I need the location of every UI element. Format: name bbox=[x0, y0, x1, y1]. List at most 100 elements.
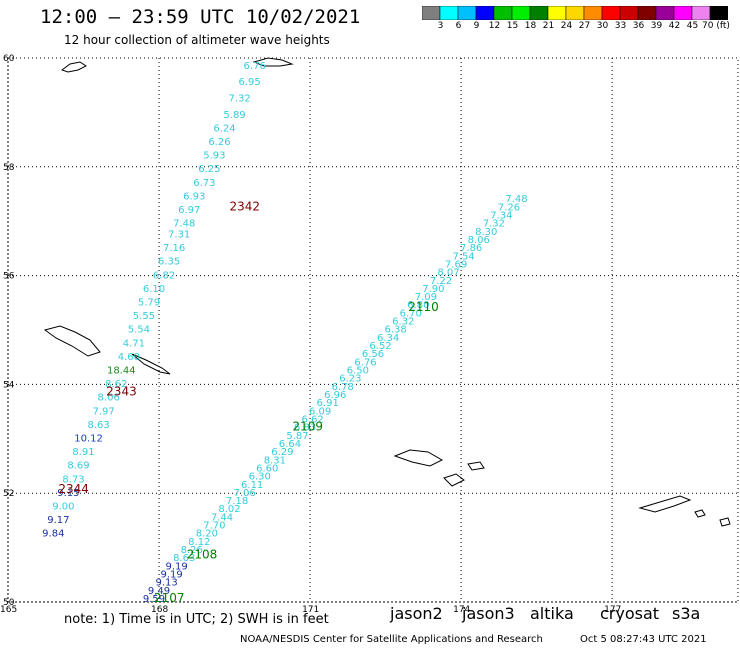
color-scale-label: 6 bbox=[455, 21, 462, 31]
wave-height-label: 7.32 bbox=[228, 94, 250, 105]
wave-height-label: 6.80 bbox=[407, 300, 429, 311]
coastline bbox=[467, 461, 485, 471]
wave-height-label: 6.29 bbox=[271, 447, 293, 458]
wave-height-label: 5.87 bbox=[286, 431, 308, 442]
wave-height-label: 8.91 bbox=[72, 447, 94, 458]
wave-height-label: 6.73 bbox=[193, 178, 215, 189]
wave-height-label: 6.35 bbox=[158, 257, 180, 268]
longitude-tick-label: 174 bbox=[453, 605, 470, 615]
wave-height-label: 4.60 bbox=[118, 352, 140, 363]
time-label: 2108 bbox=[187, 547, 218, 561]
color-scale-label: 39 bbox=[650, 21, 663, 31]
wave-height-label: 9.17 bbox=[47, 515, 69, 526]
longitude-tick-label: 177 bbox=[604, 605, 621, 615]
wave-height-label: 6.50 bbox=[347, 366, 369, 377]
wave-height-label: 6.52 bbox=[369, 341, 391, 352]
page-title: 12:00 – 23:59 UTC 10/02/2021 bbox=[40, 6, 361, 28]
wave-height-label: 8.06 bbox=[468, 235, 490, 246]
latitude-tick-label: 60 bbox=[3, 54, 15, 64]
latitude-tick-label: 52 bbox=[3, 489, 14, 499]
wave-height-label: 8.07 bbox=[437, 268, 459, 279]
wave-height-label: 6.38 bbox=[385, 325, 407, 336]
wave-height-label: 7.18 bbox=[226, 496, 248, 507]
wave-height-label: 8.31 bbox=[264, 455, 286, 466]
wave-height-label: 9.00 bbox=[52, 502, 74, 513]
color-scale-label: 18 bbox=[524, 21, 537, 31]
color-scale-label: 3 bbox=[437, 21, 444, 31]
color-scale-label: 42 bbox=[668, 21, 681, 31]
color-scale-label: 21 bbox=[542, 21, 555, 31]
longitude-tick-label: 165 bbox=[0, 605, 17, 615]
legend-altika: altika bbox=[530, 604, 574, 623]
wave-height-label: 7.16 bbox=[163, 243, 185, 254]
wave-height-label: 9.84 bbox=[42, 529, 64, 540]
wave-height-label: 6.09 bbox=[309, 406, 331, 417]
wave-height-label: 6.32 bbox=[392, 317, 414, 328]
wave-height-label: 7.48 bbox=[173, 219, 195, 230]
color-scale-label: 9 bbox=[473, 21, 480, 31]
wave-height-label: 6.76 bbox=[354, 357, 376, 368]
wave-height-label: 7.32 bbox=[483, 219, 505, 230]
wave-height-label: 6.70 bbox=[400, 308, 422, 319]
wave-height-label: 5.54 bbox=[128, 325, 150, 336]
coastline bbox=[393, 449, 444, 467]
wave-height-label: 8.73 bbox=[62, 474, 84, 485]
wave-height-label: 6.60 bbox=[256, 463, 278, 474]
wave-height-label: 6.96 bbox=[324, 390, 346, 401]
wave-height-label: 7.34 bbox=[490, 210, 512, 221]
latitude-tick-label: 56 bbox=[3, 272, 15, 282]
wave-height-label: 6.93 bbox=[183, 191, 205, 202]
time-label: 2110 bbox=[408, 300, 439, 314]
wave-height-label: 5.93 bbox=[203, 151, 225, 162]
color-scale-label: 30 bbox=[596, 21, 609, 31]
wave-height-label: 7.97 bbox=[93, 406, 115, 417]
wave-height-label: 7.31 bbox=[168, 230, 190, 241]
wave-height-label: 7.06 bbox=[233, 488, 255, 499]
coastline bbox=[638, 495, 692, 513]
wave-height-label: 6.24 bbox=[213, 123, 235, 134]
legend-jason2: jason2 bbox=[390, 604, 443, 623]
color-scale-label: 45 bbox=[686, 21, 699, 31]
wave-height-label: 6.64 bbox=[279, 439, 301, 450]
legend-s3a: s3a bbox=[672, 604, 701, 623]
time-label: 2344 bbox=[58, 482, 89, 496]
coastline bbox=[252, 57, 294, 67]
color-scale-label: 70 (ft) bbox=[702, 21, 730, 31]
time-label: 2109 bbox=[292, 420, 323, 434]
wave-height-label: 7.69 bbox=[445, 259, 467, 270]
wave-height-label: 6.91 bbox=[317, 398, 339, 409]
latitude-tick-label: 58 bbox=[3, 163, 15, 173]
wave-height-label: 9.59 bbox=[143, 594, 165, 605]
wave-height-label: 5.55 bbox=[133, 311, 155, 322]
wave-height-label: 8.12 bbox=[188, 537, 210, 548]
wave-height-label: 7.70 bbox=[203, 521, 225, 532]
map-frame bbox=[7, 57, 739, 603]
color-scale-label: 15 bbox=[506, 21, 519, 31]
wave-height-label: 7.44 bbox=[211, 512, 233, 523]
coastline bbox=[131, 353, 171, 375]
color-scale-label: 33 bbox=[614, 21, 627, 31]
legend-cryosat: cryosat bbox=[600, 604, 660, 623]
wave-height-label: 5.89 bbox=[223, 110, 245, 121]
legend-jason3: jason3 bbox=[462, 604, 515, 623]
wave-height-label: 7.26 bbox=[498, 202, 520, 213]
color-scale-label: 27 bbox=[578, 21, 591, 31]
wave-height-label: 6.10 bbox=[143, 284, 165, 295]
wave-height-label: 8.62 bbox=[105, 379, 127, 390]
wave-height-label: 9.15 bbox=[57, 488, 79, 499]
wave-height-label: 9.19 bbox=[166, 561, 188, 572]
wave-height-label: 7.90 bbox=[422, 284, 444, 295]
wave-height-label: 6.95 bbox=[239, 77, 261, 88]
wave-height-label: 6.11 bbox=[241, 480, 263, 491]
wave-height-label: 8.06 bbox=[98, 393, 120, 404]
coastline bbox=[719, 517, 731, 527]
wave-height-label: 18.44 bbox=[107, 366, 136, 377]
wave-height-label: 10.12 bbox=[74, 434, 103, 445]
time-label: 2343 bbox=[106, 384, 137, 398]
color-scale-bar bbox=[422, 6, 728, 20]
page-subtitle: 12 hour collection of altimeter wave hei… bbox=[64, 33, 330, 47]
wave-height-label: 4.71 bbox=[123, 338, 145, 349]
wave-height-label: 6.30 bbox=[249, 472, 271, 483]
color-scale-label: 12 bbox=[488, 21, 501, 31]
time-label: 2107 bbox=[154, 591, 185, 605]
